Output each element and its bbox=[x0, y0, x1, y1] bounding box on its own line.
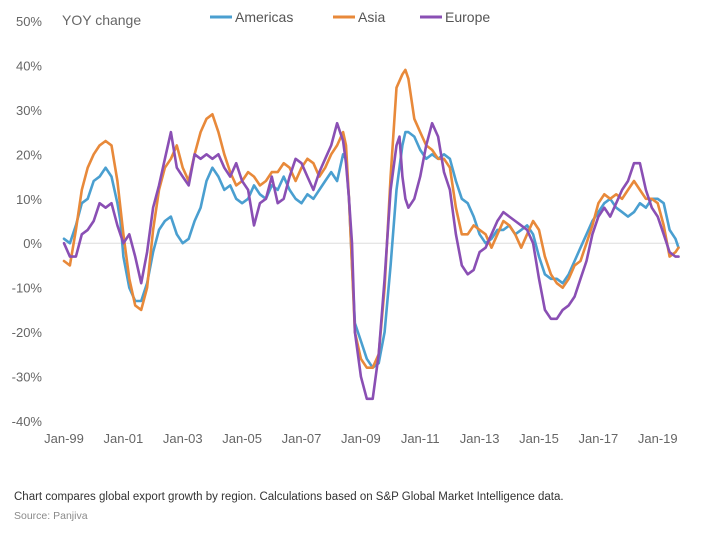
y-tick-label: -40% bbox=[12, 414, 43, 429]
x-tick-label: Jan-17 bbox=[578, 431, 618, 446]
x-tick-label: Jan-05 bbox=[222, 431, 262, 446]
y-axis-ticks: -40% -30% -20% -10% 0% 10% 20% 30% 40% 50% bbox=[12, 14, 43, 429]
series-line-europe bbox=[62, 121, 680, 401]
x-tick-label: Jan-01 bbox=[103, 431, 143, 446]
chart-caption: Chart compares global export growth by r… bbox=[14, 491, 564, 503]
legend-label-americas: Americas bbox=[235, 9, 293, 25]
x-tick-label: Jan-13 bbox=[460, 431, 500, 446]
x-tick-label: Jan-07 bbox=[282, 431, 322, 446]
chart-source: Source: Panjiva bbox=[14, 510, 88, 522]
y-tick-label: 10% bbox=[16, 192, 42, 207]
x-tick-label: Jan-15 bbox=[519, 431, 559, 446]
x-tick-label: Jan-99 bbox=[44, 431, 84, 446]
y-axis-label: YOY change bbox=[62, 12, 141, 28]
x-tick-label: Jan-19 bbox=[638, 431, 678, 446]
y-tick-label: -20% bbox=[12, 325, 43, 340]
y-tick-label: 40% bbox=[16, 58, 42, 73]
line-chart: Americas Asia Europe YOY change -40% -30% -2… bbox=[12, 9, 680, 446]
y-tick-label: -10% bbox=[12, 281, 43, 296]
y-tick-label: 20% bbox=[16, 147, 42, 162]
x-axis-ticks: Jan-99 Jan-01 Jan-03 Jan-05 Jan-07 Jan-09 Jan-… bbox=[44, 431, 677, 446]
y-tick-label: 50% bbox=[16, 14, 42, 29]
y-tick-label: 0% bbox=[23, 236, 42, 251]
legend-label-europe: Europe bbox=[445, 9, 490, 25]
chart-legend: Americas Asia Europe bbox=[210, 9, 490, 25]
series-line-americas bbox=[62, 130, 680, 369]
y-tick-label: 30% bbox=[16, 103, 42, 118]
x-tick-label: Jan-03 bbox=[163, 431, 203, 446]
series-line-asia bbox=[62, 68, 680, 369]
series-lines bbox=[62, 68, 680, 401]
legend-label-asia: Asia bbox=[358, 9, 385, 25]
y-tick-label: -30% bbox=[12, 370, 43, 385]
x-tick-label: Jan-11 bbox=[401, 431, 440, 446]
x-tick-label: Jan-09 bbox=[341, 431, 381, 446]
